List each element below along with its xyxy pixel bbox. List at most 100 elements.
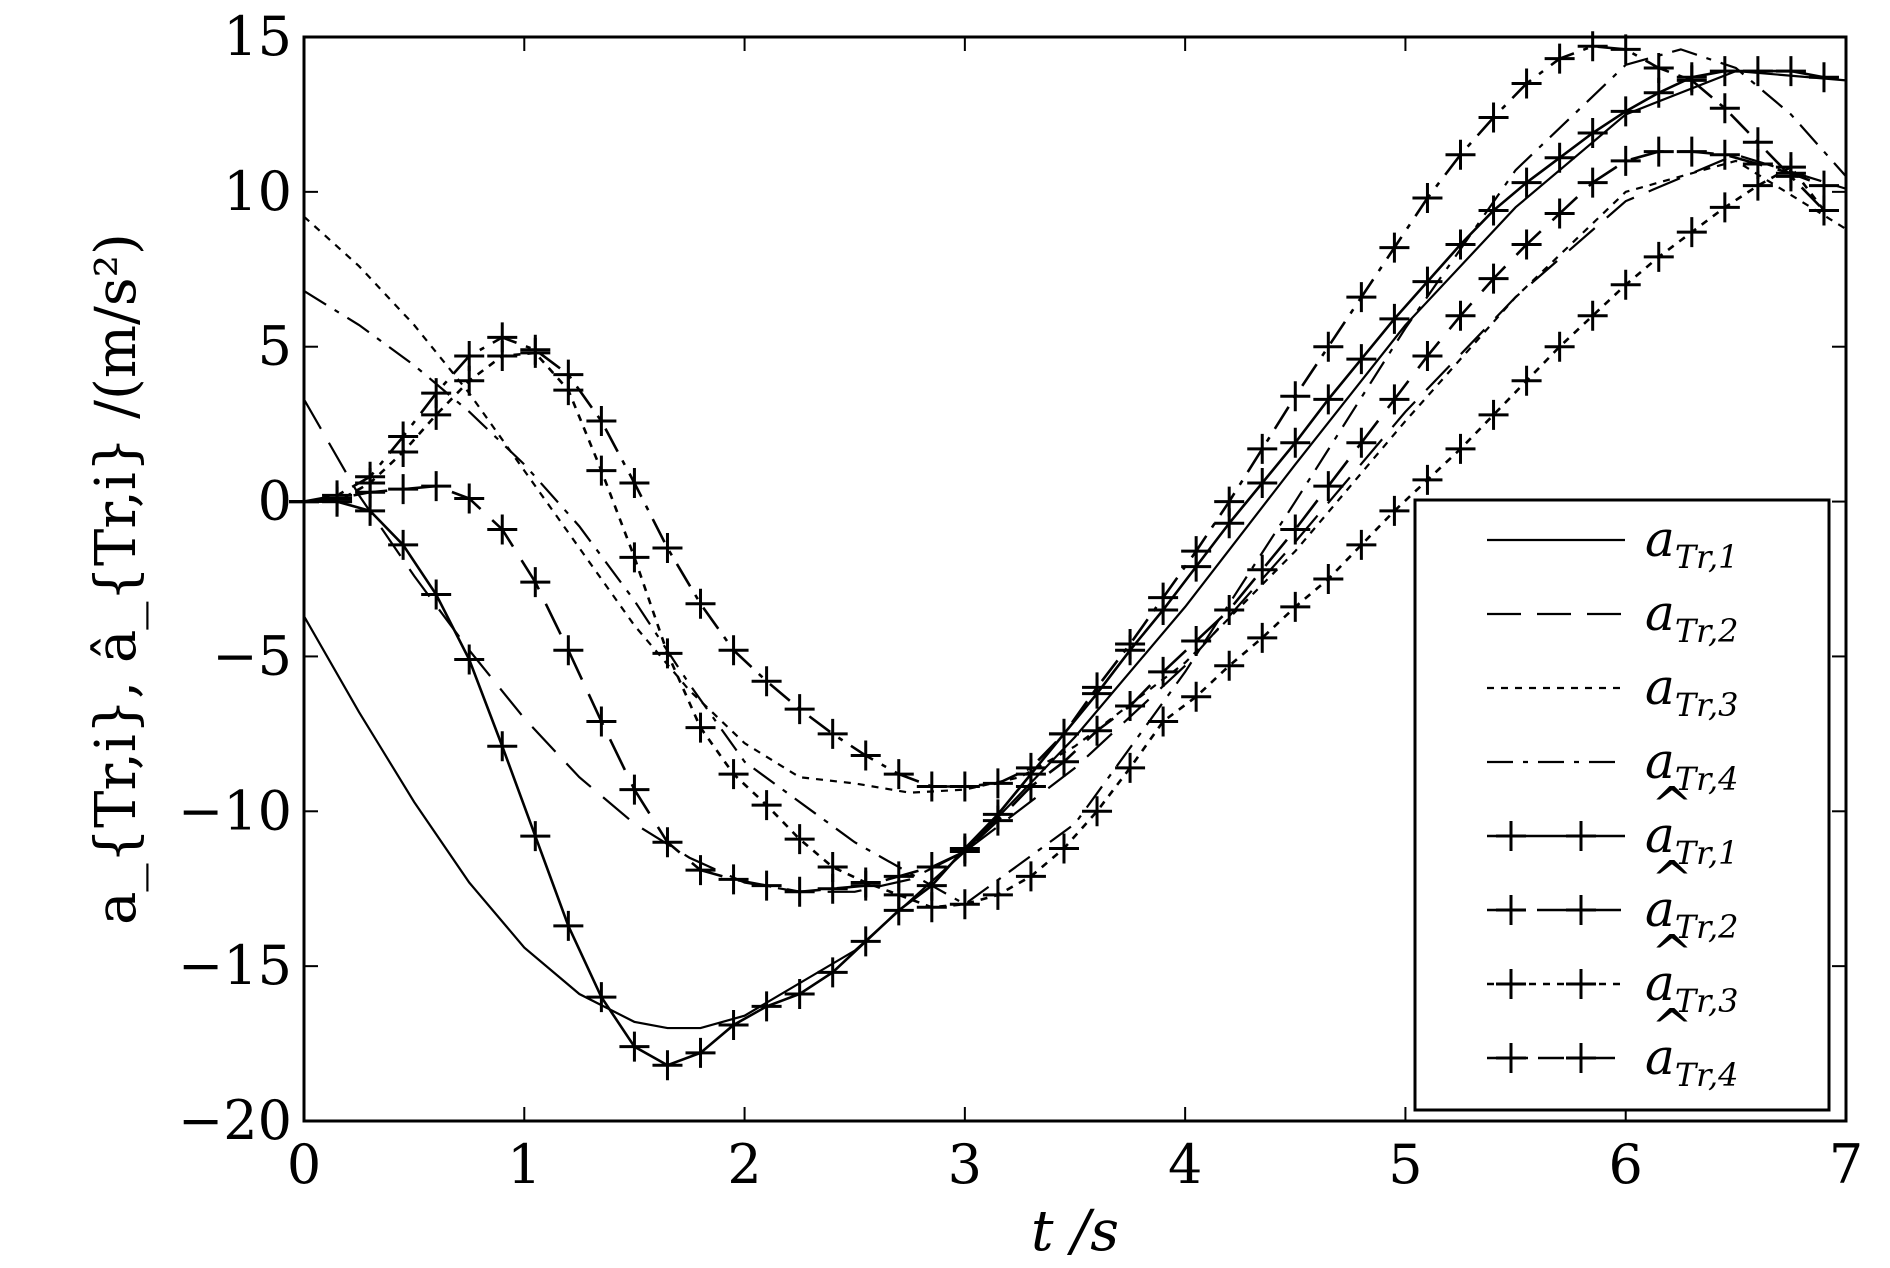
series-8-marker — [1478, 102, 1509, 133]
series-8-marker — [784, 694, 815, 725]
legend-label-7: aTr,3 — [1645, 954, 1738, 1020]
series-5-marker — [1280, 427, 1311, 458]
series-5-marker — [817, 957, 848, 988]
series-8-marker — [1379, 232, 1410, 263]
series-5-marker — [586, 982, 617, 1013]
series-7-marker — [1478, 399, 1509, 430]
series-8-marker — [1445, 139, 1476, 170]
series-5-marker — [1379, 303, 1410, 334]
series-5-marker — [751, 991, 782, 1022]
series-7-marker — [586, 455, 617, 486]
series-5-marker — [685, 1037, 716, 1068]
series-7-marker — [1676, 217, 1707, 248]
legend-hat-6: ^ — [1651, 850, 1693, 908]
series-6-marker — [751, 870, 782, 901]
series-7-marker — [1015, 861, 1046, 892]
legend-label-6: aTr,2 — [1645, 880, 1738, 946]
series-6-marker — [1148, 656, 1179, 687]
plot-frame — [302, 35, 1848, 1123]
legend: aTr,1aTr,2aTr,3aTr,4aTr,1^aTr,2^aTr,3^aT… — [1413, 498, 1831, 1112]
series-7-marker — [619, 542, 650, 573]
series-line-4 — [303, 48, 1847, 906]
series-6-marker — [1247, 554, 1278, 585]
y-axis-label: a_{Tr,i}, â_{Tr,i} /(m/s²) — [84, 233, 149, 925]
x-axis-label: t /s — [1031, 1199, 1119, 1264]
series-8-marker — [1709, 93, 1740, 124]
series-7-marker — [949, 889, 980, 920]
tick-layer: 0 1 2 3 4 5 6 7 15 10 5 0 −5 −10 −15 −20 — [178, 5, 1863, 1196]
series-7-marker — [850, 867, 881, 898]
series-7-marker — [1577, 300, 1608, 331]
series-6-marker — [1048, 746, 1079, 777]
series-8-marker — [685, 588, 716, 619]
y-tick-label: −5 — [212, 624, 292, 687]
series-8-marker — [1313, 331, 1344, 362]
series-8-marker — [1148, 582, 1179, 613]
series-7-marker — [1511, 365, 1542, 396]
x-tick-label: 1 — [507, 1133, 541, 1196]
series-7-marker — [1709, 192, 1740, 223]
series-8-marker — [520, 334, 551, 365]
series-6-marker — [388, 474, 419, 505]
series-8-marker — [421, 378, 452, 409]
series-7-marker — [1379, 495, 1410, 526]
series-6-marker — [1313, 471, 1344, 502]
series-5-marker — [1577, 118, 1608, 149]
series-8-marker — [1643, 52, 1674, 83]
series-6-marker — [718, 864, 749, 895]
x-tick-label: 5 — [1388, 1133, 1422, 1196]
series-8-marker — [1808, 195, 1839, 226]
y-tick-label: −15 — [178, 934, 292, 997]
legend-label-5: aTr,1 — [1645, 806, 1738, 872]
series-7-marker — [1544, 331, 1575, 362]
series-7-marker — [1082, 796, 1113, 827]
series-layer — [289, 31, 1847, 1081]
series-8-marker — [388, 421, 419, 452]
series-6-marker — [916, 852, 947, 883]
series-6-marker — [487, 514, 518, 545]
series-8-marker — [1082, 672, 1113, 703]
series-6-marker — [520, 567, 551, 598]
series-8-marker — [817, 718, 848, 749]
series-8-marker — [1775, 161, 1806, 192]
series-6-marker — [1478, 263, 1509, 294]
series-6-marker — [1214, 594, 1245, 625]
legend-label-8: aTr,4 — [1645, 1028, 1738, 1094]
series-6-marker — [1643, 136, 1674, 167]
x-tick-label: 7 — [1829, 1133, 1863, 1196]
series-8-marker — [652, 533, 683, 564]
series-6-marker — [1379, 384, 1410, 415]
series-5-marker — [1445, 229, 1476, 260]
series-5-marker — [454, 644, 485, 675]
series-6-marker — [1346, 427, 1377, 458]
series-8-marker — [619, 467, 650, 498]
series-7-marker — [784, 824, 815, 855]
series-5-marker — [421, 579, 452, 610]
series-6-marker — [982, 805, 1013, 836]
series-6-marker — [1115, 690, 1146, 721]
series-6-marker — [1577, 167, 1608, 198]
series-7-marker — [1048, 833, 1079, 864]
series-7-marker — [1280, 591, 1311, 622]
series-6-marker — [652, 827, 683, 858]
series-5-marker — [1478, 195, 1509, 226]
series-5-marker — [1610, 96, 1641, 127]
series-5-marker — [520, 821, 551, 852]
series-5-marker — [784, 979, 815, 1010]
series-7-marker — [1643, 241, 1674, 272]
x-tick-label: 6 — [1609, 1133, 1643, 1196]
series-6-marker — [685, 855, 716, 886]
series-7-marker — [685, 712, 716, 743]
series-8-marker — [1544, 43, 1575, 74]
series-7-marker — [1445, 433, 1476, 464]
series-8-marker — [1115, 629, 1146, 660]
series-6-marker — [949, 836, 980, 867]
series-5-marker — [1247, 467, 1278, 498]
series-5-marker — [388, 529, 419, 560]
series-7-marker — [1313, 564, 1344, 594]
series-7-marker — [652, 638, 683, 669]
series-8-marker — [1676, 65, 1707, 96]
legend-marker-6 — [1496, 895, 1526, 925]
series-8-marker — [850, 740, 881, 771]
series-8-marker — [1511, 68, 1542, 99]
